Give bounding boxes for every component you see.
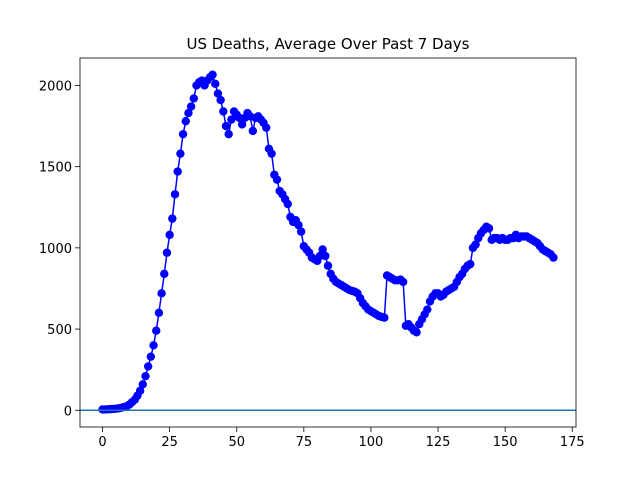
data-point	[184, 108, 193, 118]
data-point	[321, 251, 330, 261]
data-point	[176, 149, 185, 158]
chart-title: US Deaths, Average Over Past 7 Days	[187, 35, 470, 53]
data-point	[283, 199, 292, 209]
data-point	[484, 224, 494, 233]
data-point	[219, 107, 228, 116]
plot-frame	[79, 57, 577, 428]
x-tick-label: 150	[493, 435, 518, 450]
x-tick-label: 0	[98, 435, 106, 450]
data-point	[170, 190, 180, 199]
data-point	[423, 305, 432, 314]
y-tick-label: 0	[64, 404, 72, 419]
y-tick-label: 500	[47, 323, 72, 338]
data-point	[272, 175, 282, 184]
data-point	[152, 326, 161, 335]
data-point	[412, 328, 421, 337]
data-point	[146, 352, 156, 361]
data-point	[186, 102, 196, 111]
data-point	[267, 149, 276, 158]
data-point	[248, 126, 258, 136]
data-point	[262, 123, 271, 132]
data-point	[213, 89, 223, 98]
data-point	[157, 289, 166, 298]
data-point	[216, 95, 225, 105]
x-tick-label: 100	[359, 435, 384, 450]
data-point	[165, 230, 174, 240]
data-point	[211, 79, 220, 89]
data-point	[398, 277, 408, 287]
data-point	[208, 70, 217, 79]
x-tick-label: 75	[296, 435, 313, 450]
y-tick-label: 1000	[39, 242, 72, 257]
y-tick-label: 2000	[39, 79, 72, 94]
x-tick-label: 125	[426, 435, 451, 450]
data-point	[178, 129, 188, 139]
data-point	[189, 94, 199, 103]
data-point	[227, 115, 236, 124]
data-point	[294, 220, 303, 230]
data-point	[143, 362, 153, 371]
data-point	[162, 248, 172, 257]
data-point	[380, 313, 389, 322]
data-point	[160, 269, 169, 279]
data-point	[141, 371, 150, 381]
data-point	[549, 253, 558, 262]
data-point	[181, 116, 190, 126]
data-point	[173, 167, 182, 176]
y-tick-label: 1500	[39, 161, 72, 176]
data-point	[237, 120, 247, 129]
data-point	[296, 227, 306, 236]
data-point	[466, 259, 475, 269]
data-point	[138, 380, 148, 389]
data-point	[318, 245, 327, 254]
x-tick-label: 50	[228, 435, 245, 450]
data-point	[323, 261, 333, 270]
data-point	[168, 214, 177, 223]
x-tick-label: 175	[560, 435, 585, 450]
data-point	[149, 341, 158, 350]
data-point	[471, 240, 480, 249]
data-point	[154, 308, 164, 318]
data-point	[221, 121, 231, 131]
data-point	[135, 386, 145, 395]
data-point	[224, 129, 233, 139]
x-tick-label: 25	[161, 435, 178, 450]
